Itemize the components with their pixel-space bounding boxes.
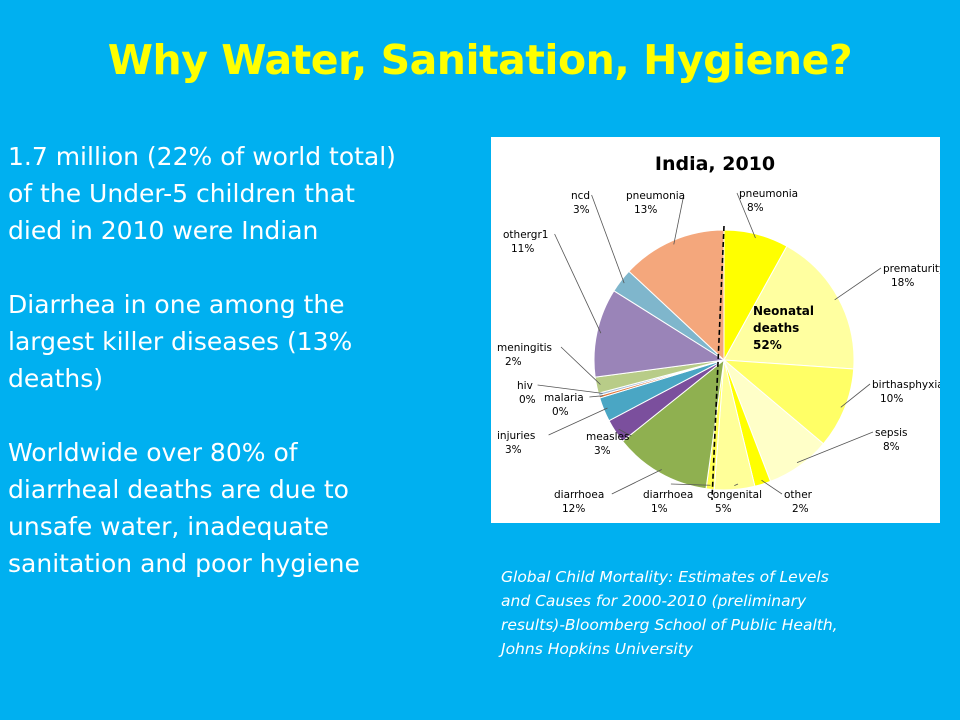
slice-label-name: sepsis [875,427,907,439]
slice-label-name: measles [586,431,629,443]
slice-label-name: birthasphyxia [872,379,940,391]
slice-label-name: meningitis [497,342,552,354]
leader-line [673,194,685,245]
slice-label-name: othergr1 [503,229,548,241]
pie-slice-pneumonia-postneonatal [628,229,725,362]
source-line: Johns Hopkins University [501,640,693,658]
pie-slice-prematurity-neonatal [723,245,855,370]
leader-line [734,483,739,486]
chart-title: India, 2010 [655,153,775,175]
slice-label-name: diarrhoea [643,489,693,501]
paragraph-diarrhea: Diarrhea in one among the largest killer… [8,286,488,397]
text-line: Worldwide over 80% of [8,438,298,467]
leader-line [537,384,603,394]
text-line: deaths) [8,364,103,393]
center-label-line: Neonatal [753,304,814,318]
pie-slice-othergr1-postneonatal [593,290,726,378]
pie-slice-diarrhoea-postneonatal [621,358,725,490]
slice-label-percent: 3% [594,445,611,457]
slice-label-name: malaria [544,392,584,404]
paragraph-worldwide: Worldwide over 80% of diarrheal deaths a… [8,434,488,582]
slice-label-percent: 3% [573,204,590,216]
leader-line [591,194,625,284]
leader-line [611,469,662,495]
slice-label-name: injuries [497,430,535,442]
slice-label-percent: 8% [883,441,900,453]
slice-label-percent: 2% [505,356,522,368]
slice-label-percent: 5% [715,503,732,515]
source-line: Global Child Mortality: Estimates of Lev… [501,568,829,586]
body-text: 1.7 million (22% of world total) of the … [8,138,488,619]
source-citation: Global Child Mortality: Estimates of Lev… [501,565,946,661]
pie-slice-birthasphyxia-neonatal [722,359,855,445]
center-label-value: 52% [753,338,782,352]
slice-label-name: pneumonia [739,188,798,200]
pie-chart-panel: India, 2010 pneumonia 8% prematurity 18% bir… [491,137,940,523]
text-line: died in 2010 were Indian [8,216,319,245]
neonatal-divider [711,225,725,501]
slice-label-percent: 3% [505,444,522,456]
slice-label-percent: 8% [747,202,764,214]
leader-line [761,479,783,495]
leader-line [834,267,882,301]
slide-title: Why Water, Sanitation, Hygiene? [107,36,853,84]
slice-label-percent: 11% [511,243,534,255]
slice-label-name: other [784,489,813,501]
slice-label-name: prematurity [883,263,940,275]
leader-line [560,346,601,385]
source-line: results)-Bloomberg School of Public Heal… [501,616,838,634]
slice-label-percent: 10% [880,393,903,405]
slice-label-percent: 1% [651,503,668,515]
leader-line [670,483,711,486]
slice-label-name: pneumonia [626,190,685,202]
slice-label-percent: 2% [792,503,809,515]
leader-line [618,428,632,437]
text-line: diarrheal deaths are due to [8,475,349,504]
slice-label-percent: 12% [562,503,585,515]
text-line: sanitation and poor hygiene [8,549,360,578]
leader-line [736,192,756,239]
slice-label-percent: 18% [891,277,914,289]
source-line: and Causes for 2000-2010 (preliminary [501,592,807,610]
leader-line [548,407,608,436]
slice-label-name: diarrhoea [554,489,604,501]
leader-line [796,431,874,464]
slice-label-percent: 0% [552,406,569,418]
slice-label-percent: 13% [634,204,657,216]
text-line: Diarrhea in one among the [8,290,345,319]
leader-line [589,395,604,398]
text-line: of the Under-5 children that [8,179,355,208]
leader-line [840,383,871,408]
center-label-line: deaths [753,321,799,335]
slice-label-name: hiv [517,380,533,392]
paragraph-under5-deaths: 1.7 million (22% of world total) of the … [8,138,488,249]
slice-label-name: congenital [707,489,762,501]
slice-label-name: ncd [571,190,590,202]
text-line: largest killer diseases (13% [8,327,353,356]
pie-chart: India, 2010 pneumonia 8% prematurity 18% bir… [497,153,940,515]
text-line: unsafe water, inadequate [8,512,329,541]
text-line: 1.7 million (22% of world total) [8,142,396,171]
leader-line [554,233,602,334]
slice-label-percent: 0% [519,394,536,406]
